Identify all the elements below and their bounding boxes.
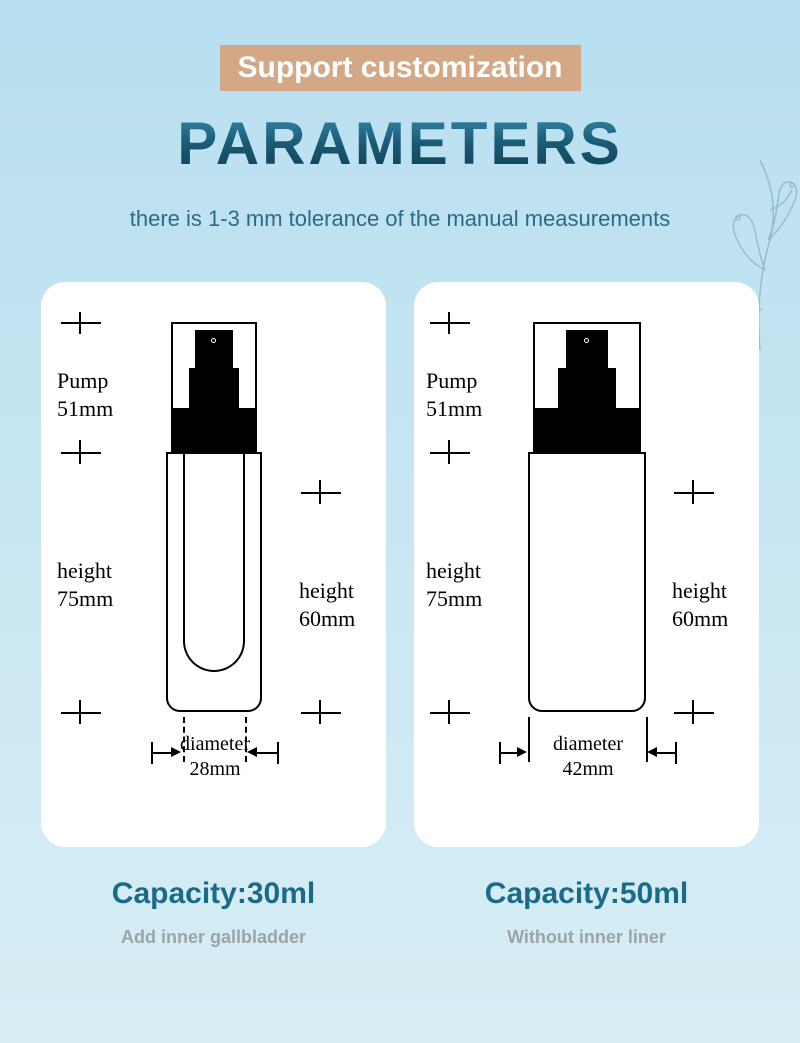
bottle-diagram-30ml: Pump 51mm height 75mm height 60mm (41, 282, 386, 847)
note-50ml: Without inner liner (414, 927, 759, 948)
height-left-label: height (426, 558, 481, 583)
pump-value: 51mm (426, 396, 482, 421)
page-title: PARAMETERS (0, 109, 800, 178)
product-cards: Pump 51mm height 75mm height 60mm (0, 282, 800, 847)
product-card-30ml: Pump 51mm height 75mm height 60mm (41, 282, 386, 847)
product-card-50ml: Pump 51mm height 75mm height 60mm (414, 282, 759, 847)
height-left-value: 75mm (57, 586, 113, 611)
capacity-50ml: Capacity:50ml (414, 877, 759, 911)
customization-badge: Support customization (220, 45, 581, 91)
note-30ml: Add inner gallbladder (41, 927, 386, 948)
height-right-value: 60mm (672, 606, 728, 631)
diameter-value: 28mm (189, 758, 240, 780)
height-right-value: 60mm (299, 606, 355, 631)
diameter-label: diameter (180, 733, 250, 755)
diameter-value: 42mm (562, 758, 613, 780)
height-right-label: height (672, 578, 727, 603)
capacity-30ml: Capacity:30ml (41, 877, 386, 911)
pump-label: Pump (426, 368, 477, 393)
footer: Capacity:30ml Add inner gallbladder Capa… (0, 877, 800, 948)
diameter-label: diameter (553, 733, 623, 755)
footer-col-30ml: Capacity:30ml Add inner gallbladder (41, 877, 386, 948)
header: Support customization PARAMETERS there i… (0, 0, 800, 232)
height-left-value: 75mm (426, 586, 482, 611)
height-right-label: height (299, 578, 354, 603)
tolerance-note: there is 1-3 mm tolerance of the manual … (0, 206, 800, 232)
pump-label: Pump (57, 368, 108, 393)
bottle-diagram-50ml: Pump 51mm height 75mm height 60mm (414, 282, 759, 847)
pump-value: 51mm (57, 396, 113, 421)
height-left-label: height (57, 558, 112, 583)
footer-col-50ml: Capacity:50ml Without inner liner (414, 877, 759, 948)
